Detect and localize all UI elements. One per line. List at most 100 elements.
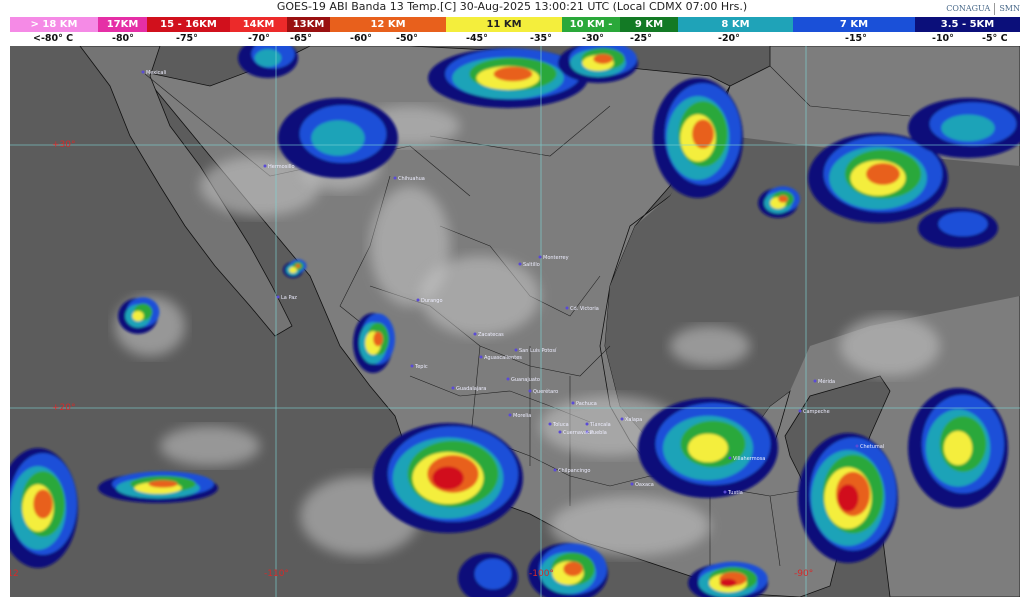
legend-segment: 11 KM [446,17,562,32]
city-label: Guadalajara [456,386,486,392]
baja-california [79,46,293,337]
lon-label-110: -110° [264,569,289,579]
city-labels: Mexicali Hermosillo Chihuahua La Paz Durango… [141,70,884,496]
legend-segment: 9 KM [620,17,678,32]
lat-label-30: +30° [52,140,76,150]
temperature-label: -80° [112,33,134,44]
city-label: Puebla [590,430,607,436]
storm-cloud-band [837,484,859,512]
city-label: Mérida [818,378,835,385]
city-label: Saltillo [523,262,540,268]
city-label: Chilpancingo [558,468,590,474]
storm-cloud-band [33,489,53,519]
city-marker [416,298,420,302]
lat-label-20: +20° [52,403,76,413]
conagua-logo: CONAGUA [946,4,991,13]
cloud-cover [550,496,710,556]
temperature-label: <-80° C [33,33,74,44]
legend-segment: 12 KM [330,17,446,32]
city-marker [585,430,589,434]
temperature-label: -10° [932,33,954,44]
legend-segment: 3.5 - 5KM [915,17,1020,32]
city-marker [538,255,542,259]
image-title: GOES-19 ABI Banda 13 Temp.[C] 30-Aug-202… [276,0,748,13]
storm-cloud-band [593,54,613,64]
cloud-cover [840,316,940,376]
temperature-label: -20° [718,33,740,44]
storm-cloud-band [432,466,464,490]
satellite-map: +30° +20° -12 -110° -100° -90° Mexicali H… [10,46,1020,597]
legend-segment: > 18 KM [10,17,98,32]
city-label: Toluca [552,422,569,428]
city-marker [508,413,512,417]
city-label: Durango [421,298,443,304]
storm-cloud-band [943,430,973,466]
city-marker [620,417,624,421]
storm-cloud-band [563,561,583,577]
city-label: Pachuca [576,401,597,407]
city-marker [410,364,414,368]
city-label: San Luis Potosí [519,347,557,354]
city-marker [506,377,510,381]
cloud-cover [670,326,750,366]
temperature-label: -35° [530,33,552,44]
temperature-label: -5° C [982,33,1008,44]
storm-cloud-band [941,114,995,142]
temperature-label: -65° [290,33,312,44]
city-marker [473,332,477,336]
city-label: Chetumal [860,444,884,450]
city-marker [813,379,817,383]
cloud-cover [200,156,320,216]
city-label: Xalapa [625,417,642,423]
storm-cloud-band [719,578,737,588]
city-marker [528,389,532,393]
city-marker [798,409,802,413]
lat-lon-grid [10,46,1020,597]
city-label: Chihuahua [398,176,425,182]
city-label: La Paz [281,295,297,301]
temperature-label: -60° [350,33,372,44]
city-label: Oaxaca [635,482,654,488]
lon-label-90: -90° [794,569,813,579]
city-marker [558,430,562,434]
city-marker [553,468,557,472]
storm-cloud-band [866,163,900,185]
storm-cloud-band [778,195,788,203]
city-marker [585,422,589,426]
city-label: Tlaxcala [589,422,611,428]
storm-cloud-band [692,119,714,149]
legend-segment: 15 - 16KM [147,17,230,32]
city-marker [548,422,552,426]
lon-label-120: -12 [10,569,19,579]
temperature-label: -50° [396,33,418,44]
city-marker [518,262,522,266]
storms-layer [10,46,1020,597]
temperature-label: -15° [845,33,867,44]
city-marker [728,456,732,460]
city-label: Hermosillo [268,164,295,170]
lon-label-100: -100° [529,569,554,579]
temperature-label: -45° [466,33,488,44]
storm-cloud-band [311,120,365,156]
temperature-label: -30° [582,33,604,44]
city-label: Zacatecas [478,332,504,338]
city-label: Cuernavaca [563,430,593,436]
city-label: Tuxtla [727,490,743,496]
city-label: Villahermosa [733,456,765,462]
city-label: Querétaro [533,388,558,395]
storm-cloud-band [938,211,988,237]
agency-logos: CONAGUA SMN [946,1,1020,16]
city-marker [514,348,518,352]
legend-segment: 13KM [287,17,330,32]
color-legend: > 18 KM 17KM 15 - 16KM 14KM 13KM 12 KM 11 KM 10… [10,17,1020,32]
city-marker [630,482,634,486]
city-marker [723,490,727,494]
legend-segment: 17KM [98,17,147,32]
logo-divider [994,2,996,15]
storm-cloud-band [289,266,297,274]
temperature-label: -70° [248,33,270,44]
smn-logo: SMN [999,4,1020,13]
city-marker [141,70,145,74]
city-label: Guanajuato [511,377,540,383]
storm-cloud-band [295,264,301,268]
